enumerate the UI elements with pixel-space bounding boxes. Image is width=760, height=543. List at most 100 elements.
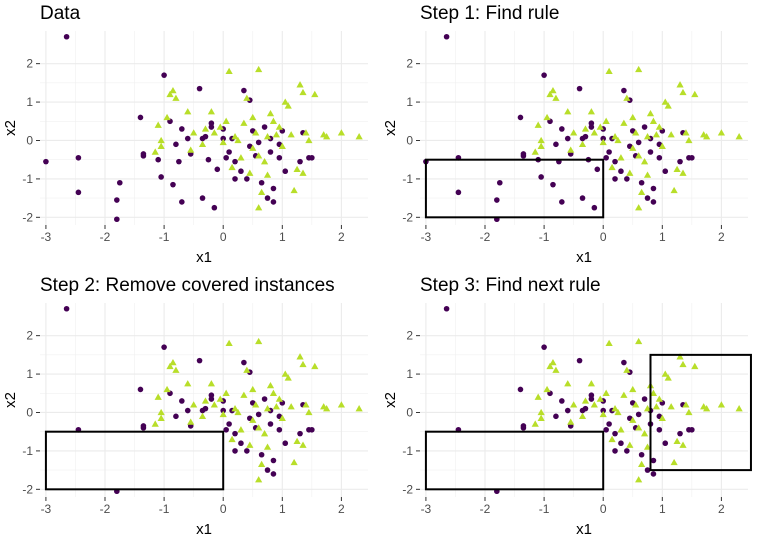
data-point-triangle (570, 129, 578, 136)
data-point-triangle (700, 403, 708, 410)
data-point-triangle (184, 108, 192, 115)
data-point-circle (75, 189, 82, 196)
data-point-circle (588, 120, 595, 126)
data-point-triangle (166, 362, 174, 370)
x-tick-label: 2 (338, 502, 345, 516)
data-point-triangle (207, 108, 215, 115)
data-point-triangle (225, 67, 233, 75)
data-point-triangle (219, 138, 227, 146)
data-point-circle (582, 133, 589, 140)
data-point-circle (579, 195, 586, 201)
data-point-triangle (667, 131, 675, 138)
data-point-circle (270, 185, 277, 192)
data-point-circle (223, 426, 229, 433)
data-point-triangle (243, 366, 251, 373)
data-point-triangle (190, 129, 198, 136)
data-point-triangle (617, 154, 625, 161)
data-point-circle (603, 154, 609, 161)
data-point-triangle (275, 123, 283, 130)
data-point-triangle (655, 123, 663, 130)
data-point-circle (677, 158, 683, 165)
x-axis-label: x1 (196, 249, 212, 266)
data-point-triangle (290, 186, 298, 194)
x-tick-label: -2 (100, 502, 111, 516)
data-point-triangle (629, 416, 637, 423)
data-point-circle (114, 216, 120, 223)
data-point-triangle (643, 171, 652, 178)
data-point-triangle (260, 158, 269, 165)
data-point-circle (208, 120, 215, 126)
data-point-triangle (266, 109, 275, 117)
data-point-triangle (534, 121, 542, 128)
data-point-circle (297, 430, 303, 437)
scatter-plot-data: -3 -2 -1 0 1 2 -2 -1 0 1 2 x1 x2 (2, 31, 368, 266)
data-point-circle (140, 151, 147, 157)
panel-step-2: Step 2: Remove covered instances -3 -2 -1 0… (0, 272, 380, 543)
data-point-triangle (546, 362, 554, 370)
data-point-triangle (302, 401, 310, 408)
data-point-triangle (266, 381, 275, 389)
data-point-triangle (735, 133, 743, 140)
data-point-triangle (587, 108, 595, 115)
data-point-triangle (629, 144, 637, 151)
data-point-triangle (323, 405, 331, 412)
data-point-triangle (605, 67, 613, 75)
data-point-triangle (216, 123, 224, 130)
data-point-circle (309, 154, 315, 161)
data-point-triangle (664, 102, 672, 109)
data-point-circle (494, 197, 500, 203)
data-point-triangle (255, 424, 263, 431)
data-point-triangle (673, 437, 681, 444)
data-point-triangle (272, 131, 280, 138)
data-point-triangle (623, 366, 631, 373)
data-point-circle (199, 195, 206, 201)
y-tick-label: 1 (26, 95, 33, 109)
x-tick-label: -2 (480, 230, 491, 244)
data-point-triangle (240, 119, 248, 126)
data-point-circle (582, 405, 589, 412)
data-point-circle (553, 141, 559, 148)
data-point-triangle (311, 362, 319, 370)
data-point-circle (588, 396, 595, 402)
data-point-circle (564, 407, 571, 414)
data-point-circle (261, 124, 268, 130)
data-point-circle (662, 168, 669, 175)
data-point-circle (161, 72, 167, 78)
scatter-plot-step-3: -3 -2 -1 0 1 2 -2 -1 0 1 2 x1 x2 (382, 303, 752, 538)
data-point-triangle (299, 169, 307, 176)
data-point-triangle (543, 113, 551, 121)
data-point-triangle (216, 395, 224, 402)
y-axis-label: x2 (2, 120, 19, 136)
panel-title: Step 3: Find next rule (420, 275, 601, 296)
data-point-circle (270, 199, 277, 205)
data-point-triangle (635, 476, 643, 483)
y-tick-label: -2 (402, 482, 413, 496)
data-point-circle (158, 174, 164, 180)
data-point-circle (689, 426, 695, 433)
y-tick-label: 0 (406, 405, 413, 419)
data-point-circle (173, 141, 179, 148)
panel-step-3: Step 3: Find next rule -3 -2 -1 0 1 2 -2 -1 0 1 2 x… (380, 272, 760, 543)
data-point-circle (179, 199, 185, 205)
data-point-triangle (249, 416, 257, 423)
data-point-triangle (682, 401, 690, 408)
data-point-circle (538, 174, 544, 180)
data-point-circle (116, 179, 123, 186)
data-point-circle (63, 33, 70, 40)
data-point-triangle (599, 410, 607, 418)
data-point-circle (220, 135, 227, 142)
data-point-triangle (629, 385, 637, 393)
x-tick-label: -2 (100, 230, 111, 244)
y-axis-label: x2 (382, 120, 399, 136)
data-point-circle (641, 124, 648, 130)
data-point-triangle (255, 204, 263, 211)
data-point-triangle (258, 460, 266, 468)
data-point-circle (559, 199, 565, 205)
data-point-circle (211, 204, 218, 211)
y-tick-label: 2 (406, 57, 413, 71)
data-point-circle (270, 471, 277, 477)
data-point-triangle (269, 389, 278, 396)
data-point-circle (541, 72, 547, 78)
data-point-circle (618, 440, 624, 447)
data-point-circle (63, 305, 70, 312)
